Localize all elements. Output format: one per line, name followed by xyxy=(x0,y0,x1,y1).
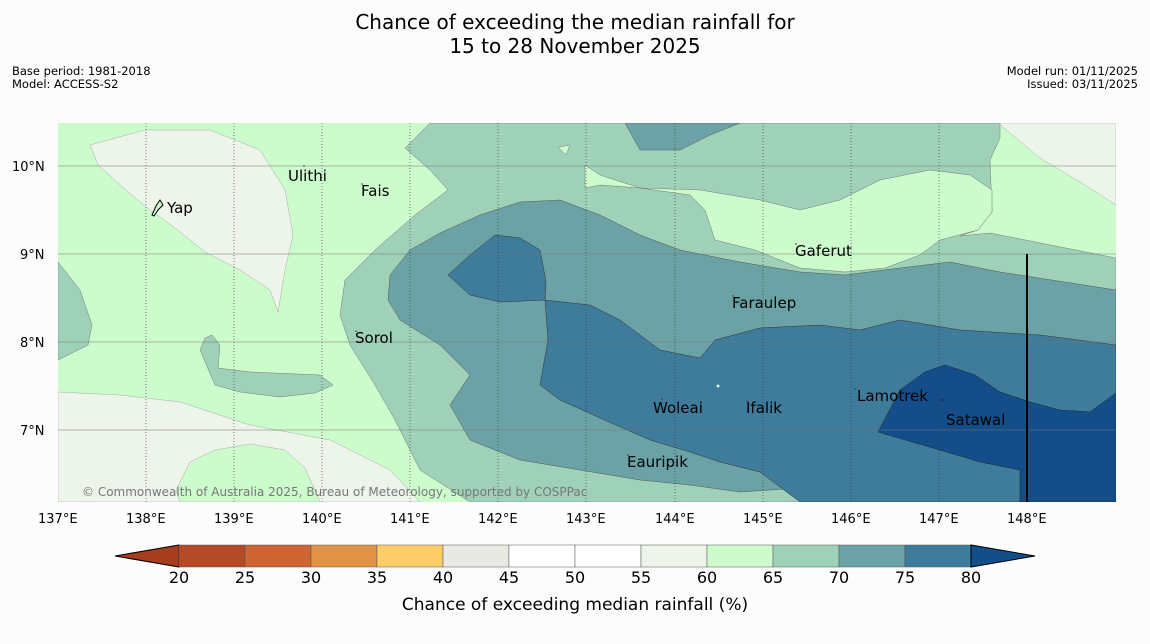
colorbar-bin xyxy=(310,544,378,568)
region-55-60-yap xyxy=(89,129,294,313)
lon-label: 140°E xyxy=(302,512,342,527)
colorbar-tick-label: 20 xyxy=(169,568,189,587)
colorbar-tick-label: 35 xyxy=(367,568,387,587)
meta-right: Model run: 01/11/2025 Issued: 03/11/2025 xyxy=(1007,65,1138,91)
meta-left: Base period: 1981-2018 Model: ACCESS-S2 xyxy=(12,65,151,91)
colorbar-bin xyxy=(772,544,840,568)
model-run: Model run: 01/11/2025 xyxy=(1006,64,1138,78)
map-title-line1: Chance of exceeding the median rainfall … xyxy=(355,10,795,34)
colorbar-bin xyxy=(640,544,708,568)
region-80-plus xyxy=(877,364,1116,502)
speck xyxy=(941,399,943,401)
place-label-lamotrek[interactable]: Lamotrek xyxy=(857,387,928,405)
colorbar-bin xyxy=(244,544,312,568)
colorbar-tick-label: 75 xyxy=(895,568,915,587)
lon-label: 138°E xyxy=(126,512,166,527)
lat-label: 9°N xyxy=(20,248,45,263)
colorbar-bin xyxy=(574,544,642,568)
region-65-70-southwest-patch xyxy=(199,334,334,398)
place-label-ulithi[interactable]: Ulithi xyxy=(288,167,327,185)
colorbar-tick-label: 30 xyxy=(301,568,321,587)
colorbar-tick-label: 70 xyxy=(829,568,849,587)
colorbar-title: Chance of exceeding median rainfall (%) xyxy=(402,595,748,615)
lon-label: 144°E xyxy=(655,512,695,527)
place-label-sorol[interactable]: Sorol xyxy=(355,329,393,347)
lon-label: 145°E xyxy=(743,512,783,527)
place-label-gaferut[interactable]: Gaferut xyxy=(795,242,852,260)
colorbar-tick-label: 25 xyxy=(235,568,255,587)
lat-gridlines xyxy=(58,165,1116,431)
colorbar-bin xyxy=(442,544,510,568)
place-label-satawal[interactable]: Satawal xyxy=(946,411,1005,429)
place-label-faraulep[interactable]: Faraulep xyxy=(732,294,796,312)
lon-label: 146°E xyxy=(831,512,871,527)
lon-label: 148°E xyxy=(1007,512,1047,527)
place-label-eauripik[interactable]: Eauripik xyxy=(627,453,688,471)
colorbar-bin xyxy=(838,544,906,568)
colorbar-tick-label: 60 xyxy=(697,568,717,587)
place-label-yap[interactable]: Yap xyxy=(166,199,193,217)
place-label-fais[interactable]: Fais xyxy=(361,182,390,200)
speck xyxy=(716,384,720,388)
place-label-woleai[interactable]: Woleai xyxy=(653,399,703,417)
colorbar-under-arrow xyxy=(114,544,180,568)
island-markers xyxy=(303,165,947,456)
lat-label: 10°N xyxy=(12,160,45,175)
colorbar-tick-label: 50 xyxy=(565,568,585,587)
lon-label: 137°E xyxy=(38,512,78,527)
region-65-70-west xyxy=(58,261,93,361)
lat-label: 7°N xyxy=(20,424,45,439)
lon-label: 147°E xyxy=(919,512,959,527)
lon-label: 143°E xyxy=(566,512,606,527)
colorbar-tick-label: 45 xyxy=(499,568,519,587)
region-60-65-notch xyxy=(557,144,571,156)
place-label-ifalik[interactable]: Ifalik xyxy=(746,399,782,417)
colorbar-tick-label: 80 xyxy=(961,568,981,587)
region-55-60-northeast xyxy=(997,123,1116,206)
colorbar-bin xyxy=(508,544,576,568)
model-name: Model: ACCESS-S2 xyxy=(12,77,119,91)
map-area[interactable]: Yap Ulithi Fais Gaferut Faraulep Sorol W… xyxy=(58,123,1116,502)
colorbar-tick-label: 40 xyxy=(433,568,453,587)
colorbar-tick-label: 65 xyxy=(763,568,783,587)
lon-label: 139°E xyxy=(214,512,254,527)
colorbar-bin xyxy=(178,544,246,568)
colorbar-bin xyxy=(376,544,444,568)
colorbar-over-arrow xyxy=(970,544,1036,568)
map-title-line2: 15 to 28 November 2025 xyxy=(449,34,701,58)
map-title: Chance of exceeding the median rainfall … xyxy=(0,10,1150,58)
base-period: Base period: 1981-2018 xyxy=(12,64,151,78)
lon-label: 141°E xyxy=(390,512,430,527)
lon-gridlines xyxy=(145,123,940,502)
region-60-65-south-island xyxy=(175,443,321,502)
colorbar-bin xyxy=(706,544,774,568)
issued-date: Issued: 03/11/2025 xyxy=(1027,77,1138,91)
lon-label: 142°E xyxy=(478,512,518,527)
colorbar-bin xyxy=(904,544,972,568)
colorbar-tick-label: 55 xyxy=(631,568,651,587)
yap-island-shape[interactable] xyxy=(151,199,164,217)
lon-axis: 137°E 138°E 139°E 140°E 141°E 142°E 143°… xyxy=(38,512,1047,527)
lat-label: 8°N xyxy=(20,336,45,351)
copyright-credit: © Commonwealth of Australia 2025, Bureau… xyxy=(82,485,587,499)
colorbar: 20 25 30 35 40 45 50 55 60 65 70 75 80 Chance of exc… xyxy=(114,544,1036,615)
lat-axis: 10°N 9°N 8°N 7°N xyxy=(12,160,45,439)
region-60-65-gaferut xyxy=(584,164,993,273)
